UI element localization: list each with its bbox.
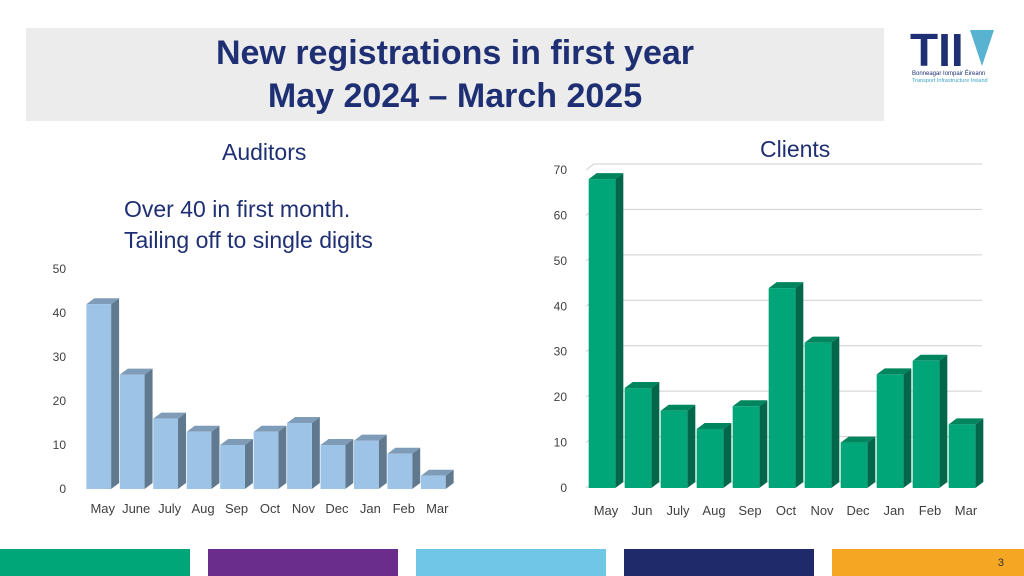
auditors-x-tick-label: Oct <box>260 501 281 516</box>
auditors-x-tick-label: Nov <box>292 501 316 516</box>
clients-x-tick-label: Aug <box>702 503 725 518</box>
auditors-bar-nov <box>287 417 320 489</box>
clients-bar-jun <box>624 382 660 488</box>
clients-y-tick-label: 0 <box>560 481 567 495</box>
auditors-bar-sep <box>220 439 253 489</box>
clients-y-tick-label: 70 <box>554 163 568 177</box>
clients-y-tick-label: 60 <box>554 208 568 222</box>
clients-heading: Clients <box>760 136 831 162</box>
clients-x-tick-label: Jan <box>884 503 905 518</box>
auditors-heading: Auditors <box>222 139 307 165</box>
auditors-x-tick-label: Feb <box>393 501 415 516</box>
clients-gridline <box>585 254 982 262</box>
clients-x-tick-label: Feb <box>919 503 941 518</box>
auditors-x-tick-label: May <box>90 501 115 516</box>
clients-y-tick-label: 10 <box>554 436 568 450</box>
auditors-x-tick-label: June <box>122 501 150 516</box>
auditors-bar-mar <box>420 469 454 489</box>
slide-title-line2: May 2024 – March 2025 <box>267 77 643 115</box>
auditors-bar-july <box>153 412 187 489</box>
clients-gridline <box>585 208 982 216</box>
auditors-x-tick-label: Aug <box>192 501 215 516</box>
clients-x-tick-label: May <box>594 503 619 518</box>
auditors-x-tick-label: Sep <box>225 501 248 516</box>
auditors-y-tick-label: 40 <box>53 306 67 320</box>
auditors-x-tick-label: Mar <box>426 501 449 516</box>
footer-bar-green <box>0 549 190 576</box>
auditors-x-tick-label: July <box>158 501 182 516</box>
clients-x-tick-label: Dec <box>846 503 870 518</box>
auditors-y-tick-label: 0 <box>59 482 66 496</box>
clients-y-tick-label: 30 <box>554 345 568 359</box>
logo-text: TII <box>910 26 964 76</box>
clients-x-tick-label: Mar <box>955 503 978 518</box>
clients-y-tick-label: 40 <box>554 299 568 313</box>
footer-bar-lightblue <box>416 549 606 576</box>
auditors-bar-feb <box>387 447 421 489</box>
clients-y-tick-label: 20 <box>554 390 568 404</box>
auditors-note-line2: Tailing off to single digits <box>124 227 373 253</box>
clients-bar-sep <box>732 400 768 488</box>
clients-bar-oct <box>768 282 804 488</box>
auditors-x-tick-label: Jan <box>360 501 381 516</box>
clients-y-tick-label: 50 <box>554 254 568 268</box>
auditors-bar-june <box>119 368 153 489</box>
auditors-y-tick-label: 20 <box>53 394 67 408</box>
footer-bar-orange <box>832 549 1024 576</box>
tii-logo: TII <box>910 26 994 76</box>
clients-bar-dec <box>840 436 876 488</box>
clients-x-tick-label: July <box>666 503 690 518</box>
auditors-bar-dec <box>320 439 354 489</box>
auditors-bar-oct <box>253 425 287 489</box>
clients-x-tick-label: Sep <box>738 503 761 518</box>
page-number: 3 <box>997 557 1004 569</box>
clients-bar-july <box>660 404 696 488</box>
clients-bar-feb <box>912 354 948 488</box>
clients-x-tick-label: Oct <box>776 503 797 518</box>
clients-x-tick-label: Jun <box>632 503 653 518</box>
auditors-x-tick-label: Dec <box>325 501 349 516</box>
slide-title-line1: New registrations in first year <box>215 34 695 72</box>
auditors-y-tick-label: 30 <box>53 350 67 364</box>
auditors-y-tick-label: 50 <box>53 262 67 276</box>
logo-line1: Bonneagar Iompair Éireann <box>912 71 986 77</box>
auditors-y-tick-label: 10 <box>53 438 67 452</box>
clients-bar-aug <box>696 422 732 488</box>
footer-bar-navy <box>624 549 814 576</box>
clients-bar-jan <box>876 368 912 488</box>
footer-bar-purple <box>208 549 398 576</box>
auditors-bar-aug <box>186 425 220 489</box>
clients-gridline <box>585 163 982 171</box>
auditors-bar-may <box>86 298 120 489</box>
auditors-bar-jan <box>353 434 387 489</box>
clients-bar-may <box>588 173 624 489</box>
logo-mark-icon <box>970 30 994 66</box>
title-band: New registrations in first year May 2024… <box>26 28 884 121</box>
clients-bar-nov <box>804 336 840 488</box>
logo-line2: Transport Infrastructure Ireland <box>912 78 988 84</box>
clients-x-tick-label: Nov <box>810 503 834 518</box>
auditors-note-line1: Over 40 in first month. <box>124 196 351 222</box>
clients-bar-mar <box>948 418 984 488</box>
